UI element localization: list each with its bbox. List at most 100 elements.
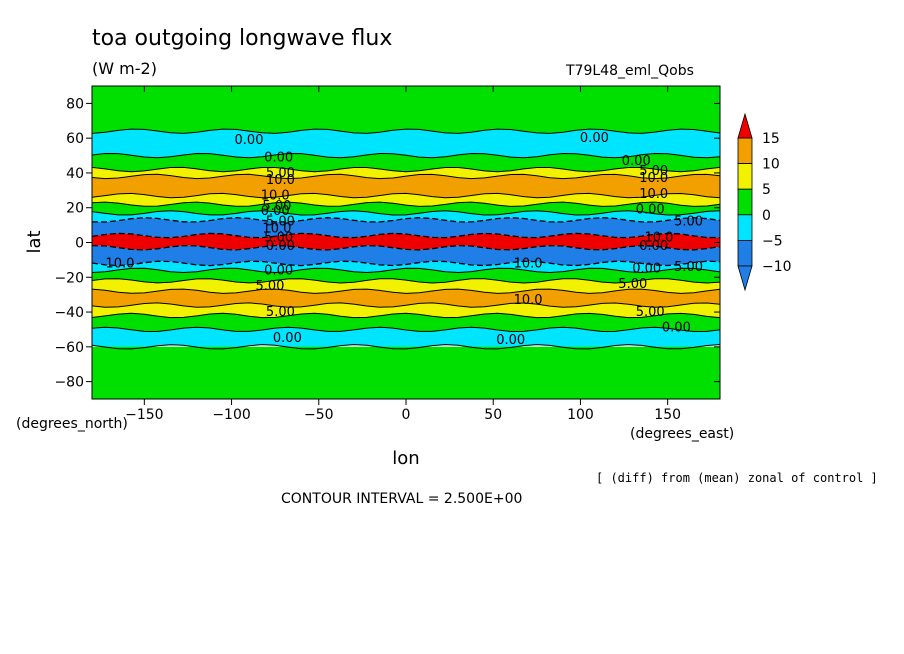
y-axis-ticks: 80 60 40 20 0 −20 −40 −60 −80 [54,96,720,391]
contour-line [91,201,721,207]
contour-line [91,173,721,180]
y-tick-label: 0 [75,236,84,252]
colorbar-segment [737,188,753,216]
contour-label: 0.00 [235,133,264,148]
colorbar-tick-label: 15 [762,131,780,147]
contour-lines [91,128,721,350]
contour-line [91,210,721,216]
colorbar-tick-label: 5 [762,182,771,198]
contour-label: 0.00 [261,204,290,219]
band-5_to_10 [92,278,720,294]
contour-line [91,232,721,239]
contour-line [91,344,721,350]
contour-line [91,326,721,333]
contour-label: 0.00 [264,150,293,165]
colorbar-tick-label: 0 [762,208,771,224]
band-10_to_15 [92,174,720,198]
contour-line [91,166,721,173]
x-tick-label: 50 [484,407,502,423]
chart-title: toa outgoing longwave flux [92,26,392,51]
contour-label: 0.00 [580,131,609,146]
band--10_to_-5 [92,217,720,238]
y-tick-label: −80 [54,375,84,391]
y-tick-label: −20 [54,270,84,286]
contour-line [91,244,721,251]
colorbar-tick-label: 10 [762,157,780,173]
contour-line [91,312,721,319]
band-5_to_10 [92,167,720,179]
contour-label: 0.00 [266,239,295,254]
contour-interval: CONTOUR INTERVAL = 2.500E+00 [281,491,522,507]
band-0_to_5 [92,86,720,134]
contour-label: 10.0 [105,256,134,271]
footer-note: [ (diff) from (mean) zonal of control ] [596,471,878,485]
y-tick-label: 40 [66,166,84,182]
run-label: T79L48_eml_Qobs [565,63,694,79]
contour-label: 5.00 [266,305,295,320]
contour-labels: 0.000.005.0010.010.05.000.005.0010.05.00… [105,131,703,348]
contour-line [91,260,721,267]
contour-line [91,192,721,199]
y-tick-label: −40 [54,305,84,321]
x-tick-label: −100 [212,407,250,423]
colorbar-segment [737,163,753,190]
contour-label: 5.00 [262,199,291,214]
contour-line [91,278,721,284]
contour-line [91,152,721,159]
contour-label: 10.0 [514,256,543,271]
contour-label: 5.00 [674,260,703,275]
contour-line [91,288,721,294]
band--5_to_0 [92,129,720,158]
contour-line [91,302,721,308]
x-tick-label: −150 [125,407,163,423]
y-tick-label: 80 [66,96,84,112]
x-tick-label: −50 [304,407,334,423]
band-0_to_5 [92,346,720,399]
contour-label: 10.0 [644,230,673,245]
contour-label: 0.00 [273,331,302,346]
contour-label: 5.00 [636,305,665,320]
contour-line [91,217,721,223]
contour-label: 10.0 [639,171,668,186]
colorbar-lower-extend [737,265,753,292]
y-tick-label: 20 [66,201,84,217]
contour-label: 5.00 [264,230,293,245]
band--10_to_-5 [92,245,720,266]
contour-label: 0.00 [264,263,293,278]
colorbar: 15 10 5 0 −5 −10 [737,112,792,292]
contour-label: 10.0 [639,187,668,202]
contour-line [91,128,721,134]
x-tick-label: 100 [567,407,594,423]
colorbar-segment [737,239,753,267]
y-tick-label: 60 [66,131,84,147]
x-tick-label: 0 [402,407,411,423]
contour-label: 0.00 [639,239,668,254]
y-unit-label: (degrees_north) [16,416,128,432]
contour-label: 5.00 [674,215,703,230]
contour-label: 10.0 [514,293,543,308]
colorbar-tick-label: −10 [762,259,792,275]
x-axis-label: lon [392,448,419,469]
chart-units: (W m-2) [92,59,157,78]
contour-label: 0.00 [496,333,525,348]
x-tick-label: 150 [654,407,681,423]
contour-label: 10.0 [266,173,295,188]
colorbar-segment [737,214,753,241]
colorbar-tick-label: −5 [762,233,783,249]
colorbar-segment [737,137,753,165]
contour-label: 10.0 [261,189,290,204]
contour-label: 5.00 [266,215,295,230]
plot-area: 0.000.005.0010.010.05.000.005.0010.05.00… [91,85,721,400]
contour-label: 0.00 [636,202,665,217]
contour-label: 0.00 [622,154,651,169]
band-0_to_5 [92,202,720,215]
band--5_to_0 [92,210,720,222]
band--5_to_0 [92,327,720,349]
contour-label: 5.00 [639,164,668,179]
colorbar-upper-extend [737,112,753,139]
x-axis-ticks: −150 −100 −50 0 50 100 150 [125,86,681,423]
contour-line [91,267,721,274]
contour-label: 0.00 [662,321,691,336]
contour-label: 0.00 [632,262,661,277]
